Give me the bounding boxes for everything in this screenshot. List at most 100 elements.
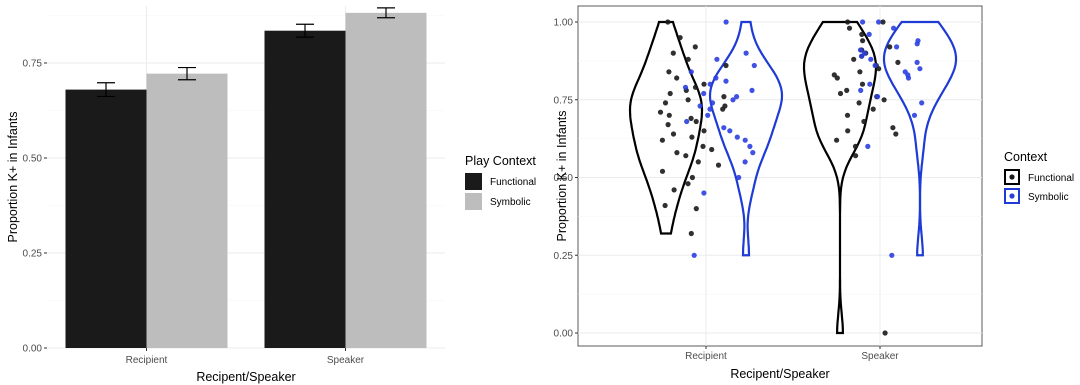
- point-functional-recipient: [715, 162, 722, 168]
- violin-y-tick-label: 0.00: [554, 329, 574, 340]
- point-symbolic-recipient: [734, 134, 740, 140]
- point-functional-recipient: [666, 69, 672, 75]
- violin-y-tick-label: 0.25: [554, 251, 574, 262]
- violin-chart-y-label: Proportion K+ in Infants: [555, 111, 569, 242]
- error-bar-functional-speaker: [296, 23, 314, 38]
- point-functional-speaker: [852, 143, 859, 149]
- point-functional-recipient: [693, 118, 699, 125]
- point-functional-recipient: [685, 181, 691, 187]
- point-functional-recipient: [695, 159, 701, 165]
- violin-symbolic-recipient: [708, 20, 784, 257]
- error-bar-symbolic-speaker: [377, 7, 395, 19]
- point-functional-speaker: [851, 56, 857, 62]
- bar-chart-y-label: Proportion K+ in Infants: [6, 112, 20, 243]
- point-functional-speaker: [890, 125, 896, 131]
- bar-chart: 0.00 0.25 0.50 0.75 Recipient Speaker Recipe…: [6, 6, 536, 384]
- violin-legend-dot-symbolic: [1009, 193, 1015, 199]
- point-symbolic-speaker: [862, 50, 868, 56]
- point-symbolic-speaker: [865, 143, 871, 149]
- point-functional-recipient: [688, 115, 694, 121]
- point-functional-recipient: [709, 146, 715, 153]
- point-functional-recipient: [688, 230, 694, 237]
- bar-y-tick-label: 0.50: [23, 154, 43, 165]
- point-functional-speaker: [887, 44, 893, 50]
- bar-legend-label-functional: Functional: [490, 177, 536, 188]
- point-symbolic-recipient: [721, 125, 727, 131]
- point-symbolic-speaker: [894, 44, 900, 50]
- bar-legend-key-symbolic: [465, 193, 482, 210]
- point-functional-recipient: [685, 97, 691, 103]
- violin-chart-y-ticks: 0.00 0.25 0.50 0.75 1.00: [554, 18, 578, 340]
- point-functional-recipient: [692, 44, 698, 50]
- bar-legend-key-functional: [465, 173, 482, 190]
- point-symbolic-speaker: [876, 19, 882, 25]
- point-functional-speaker: [859, 81, 866, 87]
- point-symbolic-recipient: [691, 252, 697, 258]
- bar-symbolic-recipient: [146, 73, 228, 348]
- point-symbolic-recipient: [684, 118, 690, 125]
- point-symbolic-recipient: [707, 81, 713, 87]
- point-functional-recipient: [662, 100, 669, 106]
- point-functional-speaker: [893, 131, 899, 137]
- point-symbolic-recipient: [705, 112, 711, 118]
- point-symbolic-recipient: [707, 106, 713, 112]
- point-functional-recipient: [677, 35, 683, 41]
- point-symbolic-speaker: [902, 69, 908, 75]
- point-functional-speaker: [831, 72, 837, 78]
- point-functional-speaker: [856, 100, 862, 106]
- point-functional-recipient: [692, 84, 699, 90]
- point-symbolic-recipient: [723, 19, 729, 25]
- point-functional-speaker: [844, 112, 851, 118]
- point-functional-recipient: [685, 56, 691, 62]
- point-symbolic-speaker: [867, 81, 873, 87]
- point-functional-recipient: [670, 131, 677, 137]
- point-functional-speaker: [882, 330, 888, 336]
- violin-x-tick-label: Recipient: [685, 351, 727, 362]
- point-functional-speaker: [845, 128, 851, 134]
- bar-chart-legend: Play Context Functional Symbolic: [465, 154, 536, 210]
- violin-y-tick-label: 1.00: [554, 18, 574, 29]
- violin-chart: 0.00 0.25 0.50 0.75 1.00 Recipient Speaker Re…: [554, 5, 1074, 381]
- point-functional-speaker: [860, 38, 866, 44]
- point-functional-recipient: [666, 112, 672, 118]
- point-symbolic-speaker: [914, 59, 920, 65]
- point-functional-recipient: [659, 137, 666, 143]
- point-functional-recipient: [657, 109, 664, 115]
- point-symbolic-recipient: [709, 100, 716, 106]
- point-functional-recipient: [671, 187, 677, 193]
- violin-legend-key-functional: [1004, 169, 1020, 185]
- bar-chart-y-ticks: 0.00 0.25 0.50 0.75: [23, 59, 47, 355]
- point-symbolic-recipient: [742, 137, 748, 143]
- bar-y-tick-label: 0.00: [23, 344, 43, 355]
- point-functional-recipient: [689, 134, 695, 140]
- violin-chart-x-ticks: Recipient Speaker: [685, 346, 899, 362]
- bar-x-tick-label: Speaker: [327, 355, 365, 366]
- point-symbolic-speaker: [889, 252, 895, 258]
- point-symbolic-speaker: [866, 31, 872, 37]
- violin-y-tick-label: 0.75: [554, 95, 574, 106]
- point-functional-recipient: [674, 75, 680, 81]
- point-functional-speaker: [861, 118, 867, 125]
- violin-legend-label-symbolic: Symbolic: [1028, 192, 1069, 203]
- point-functional-recipient: [723, 62, 729, 69]
- bar-chart-marks: [65, 7, 427, 349]
- violin-x-tick-label: Speaker: [861, 351, 899, 362]
- point-symbolic-speaker: [860, 19, 866, 25]
- point-functional-speaker: [857, 69, 863, 75]
- point-symbolic-recipient: [713, 75, 719, 81]
- point-functional-recipient: [689, 174, 696, 181]
- point-functional-recipient: [700, 143, 706, 149]
- point-functional-recipient: [722, 103, 728, 109]
- violin-chart-legend: Context Functional Symbolic: [1004, 150, 1074, 204]
- point-symbolic-recipient: [682, 84, 689, 90]
- point-symbolic-speaker: [915, 38, 921, 44]
- point-functional-recipient: [659, 168, 666, 174]
- point-symbolic-recipient: [747, 143, 753, 149]
- point-symbolic-speaker: [858, 87, 864, 93]
- violin-functional-speaker: [802, 20, 878, 335]
- bar-symbolic-speaker: [345, 12, 427, 349]
- point-symbolic-recipient: [743, 50, 749, 56]
- point-functional-speaker: [880, 19, 886, 25]
- point-symbolic-recipient: [727, 128, 733, 134]
